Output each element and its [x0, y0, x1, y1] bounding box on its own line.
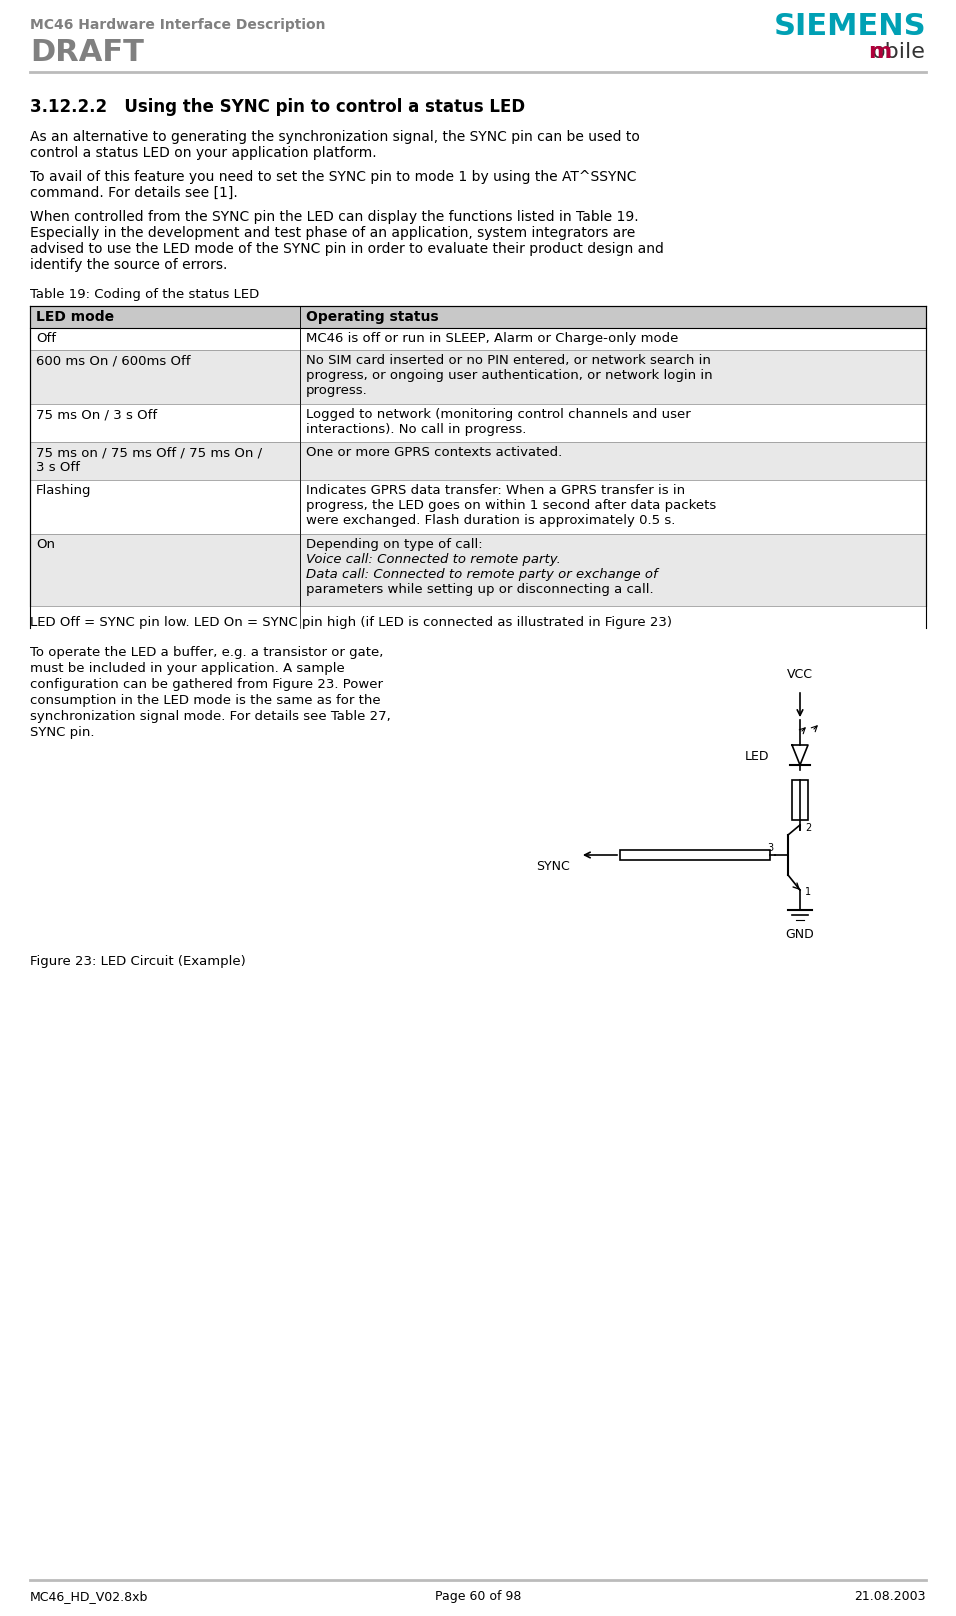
Bar: [792, 781, 808, 819]
Text: parameters while setting up or disconnecting a call.: parameters while setting up or disconnec…: [306, 583, 654, 596]
Text: 75 ms on / 75 ms Off / 75 ms On /: 75 ms on / 75 ms Off / 75 ms On /: [36, 446, 262, 459]
Text: MC46 Hardware Interface Description: MC46 Hardware Interface Description: [30, 18, 325, 32]
Bar: [620, 850, 770, 860]
Text: consumption in the LED mode is the same as for the: consumption in the LED mode is the same …: [30, 693, 380, 708]
Text: One or more GPRS contexts activated.: One or more GPRS contexts activated.: [306, 446, 562, 459]
Text: Table 19: Coding of the status LED: Table 19: Coding of the status LED: [30, 288, 259, 301]
Text: configuration can be gathered from Figure 23. Power: configuration can be gathered from Figur…: [30, 679, 383, 692]
Text: progress.: progress.: [306, 385, 368, 398]
Text: LED mode: LED mode: [36, 310, 114, 323]
Text: m: m: [868, 42, 891, 61]
Text: progress, the LED goes on within 1 second after data packets: progress, the LED goes on within 1 secon…: [306, 499, 716, 512]
Text: interactions). No call in progress.: interactions). No call in progress.: [306, 423, 527, 436]
Text: 1: 1: [805, 887, 811, 897]
Text: SYNC: SYNC: [536, 860, 570, 873]
Text: 2: 2: [805, 823, 812, 832]
Text: obile: obile: [872, 42, 926, 61]
Text: Off: Off: [36, 331, 56, 344]
FancyBboxPatch shape: [30, 305, 926, 328]
Text: identify the source of errors.: identify the source of errors.: [30, 259, 228, 271]
Text: MC46_HD_V02.8xb: MC46_HD_V02.8xb: [30, 1590, 148, 1603]
Bar: [30, 351, 926, 404]
Text: 3: 3: [767, 844, 773, 853]
Text: Data call: Connected to remote party or exchange of: Data call: Connected to remote party or …: [306, 567, 658, 582]
Text: Voice call: Connected to remote party.: Voice call: Connected to remote party.: [306, 553, 561, 566]
Text: DRAFT: DRAFT: [30, 39, 143, 66]
Text: command. For details see [1].: command. For details see [1].: [30, 186, 238, 200]
Text: Depending on type of call:: Depending on type of call:: [306, 538, 483, 551]
Text: Figure 23: LED Circuit (Example): Figure 23: LED Circuit (Example): [30, 955, 246, 968]
Text: were exchanged. Flash duration is approximately 0.5 s.: were exchanged. Flash duration is approx…: [306, 514, 675, 527]
Text: advised to use the LED mode of the SYNC pin in order to evaluate their product d: advised to use the LED mode of the SYNC …: [30, 242, 663, 255]
Text: must be included in your application. A sample: must be included in your application. A …: [30, 663, 345, 675]
Text: GND: GND: [786, 928, 815, 941]
Text: progress, or ongoing user authentication, or network login in: progress, or ongoing user authentication…: [306, 368, 712, 381]
Text: Especially in the development and test phase of an application, system integrato: Especially in the development and test p…: [30, 226, 635, 241]
Text: 3.12.2.2   Using the SYNC pin to control a status LED: 3.12.2.2 Using the SYNC pin to control a…: [30, 99, 525, 116]
Text: Indicates GPRS data transfer: When a GPRS transfer is in: Indicates GPRS data transfer: When a GPR…: [306, 485, 685, 498]
Text: LED Off = SYNC pin low. LED On = SYNC pin high (if LED is connected as illustrat: LED Off = SYNC pin low. LED On = SYNC pi…: [30, 616, 672, 629]
Text: 600 ms On / 600ms Off: 600 ms On / 600ms Off: [36, 354, 190, 367]
Text: 21.08.2003: 21.08.2003: [855, 1590, 926, 1603]
Text: Page 60 of 98: Page 60 of 98: [435, 1590, 521, 1603]
Text: Flashing: Flashing: [36, 485, 92, 498]
Text: No SIM card inserted or no PIN entered, or network search in: No SIM card inserted or no PIN entered, …: [306, 354, 711, 367]
Text: As an alternative to generating the synchronization signal, the SYNC pin can be : As an alternative to generating the sync…: [30, 129, 640, 144]
Text: When controlled from the SYNC pin the LED can display the functions listed in Ta: When controlled from the SYNC pin the LE…: [30, 210, 639, 225]
Bar: [30, 328, 926, 351]
Text: To operate the LED a buffer, e.g. a transistor or gate,: To operate the LED a buffer, e.g. a tran…: [30, 646, 383, 659]
Bar: [30, 480, 926, 533]
Text: 75 ms On / 3 s Off: 75 ms On / 3 s Off: [36, 407, 157, 422]
Text: MC46 is off or run in SLEEP, Alarm or Charge-only mode: MC46 is off or run in SLEEP, Alarm or Ch…: [306, 331, 679, 344]
Text: 3 s Off: 3 s Off: [36, 461, 80, 473]
Text: SYNC pin.: SYNC pin.: [30, 726, 95, 739]
Text: Operating status: Operating status: [306, 310, 439, 323]
Text: LED: LED: [745, 750, 770, 763]
Text: VCC: VCC: [787, 667, 813, 680]
Text: synchronization signal mode. For details see Table 27,: synchronization signal mode. For details…: [30, 709, 391, 722]
Text: SIEMENS: SIEMENS: [773, 11, 926, 40]
Text: To avail of this feature you need to set the SYNC pin to mode 1 by using the AT^: To avail of this feature you need to set…: [30, 170, 637, 184]
Bar: [30, 443, 926, 480]
Bar: [30, 404, 926, 443]
Text: On: On: [36, 538, 55, 551]
Text: control a status LED on your application platform.: control a status LED on your application…: [30, 145, 377, 160]
Bar: [30, 533, 926, 606]
Text: Logged to network (monitoring control channels and user: Logged to network (monitoring control ch…: [306, 407, 691, 422]
